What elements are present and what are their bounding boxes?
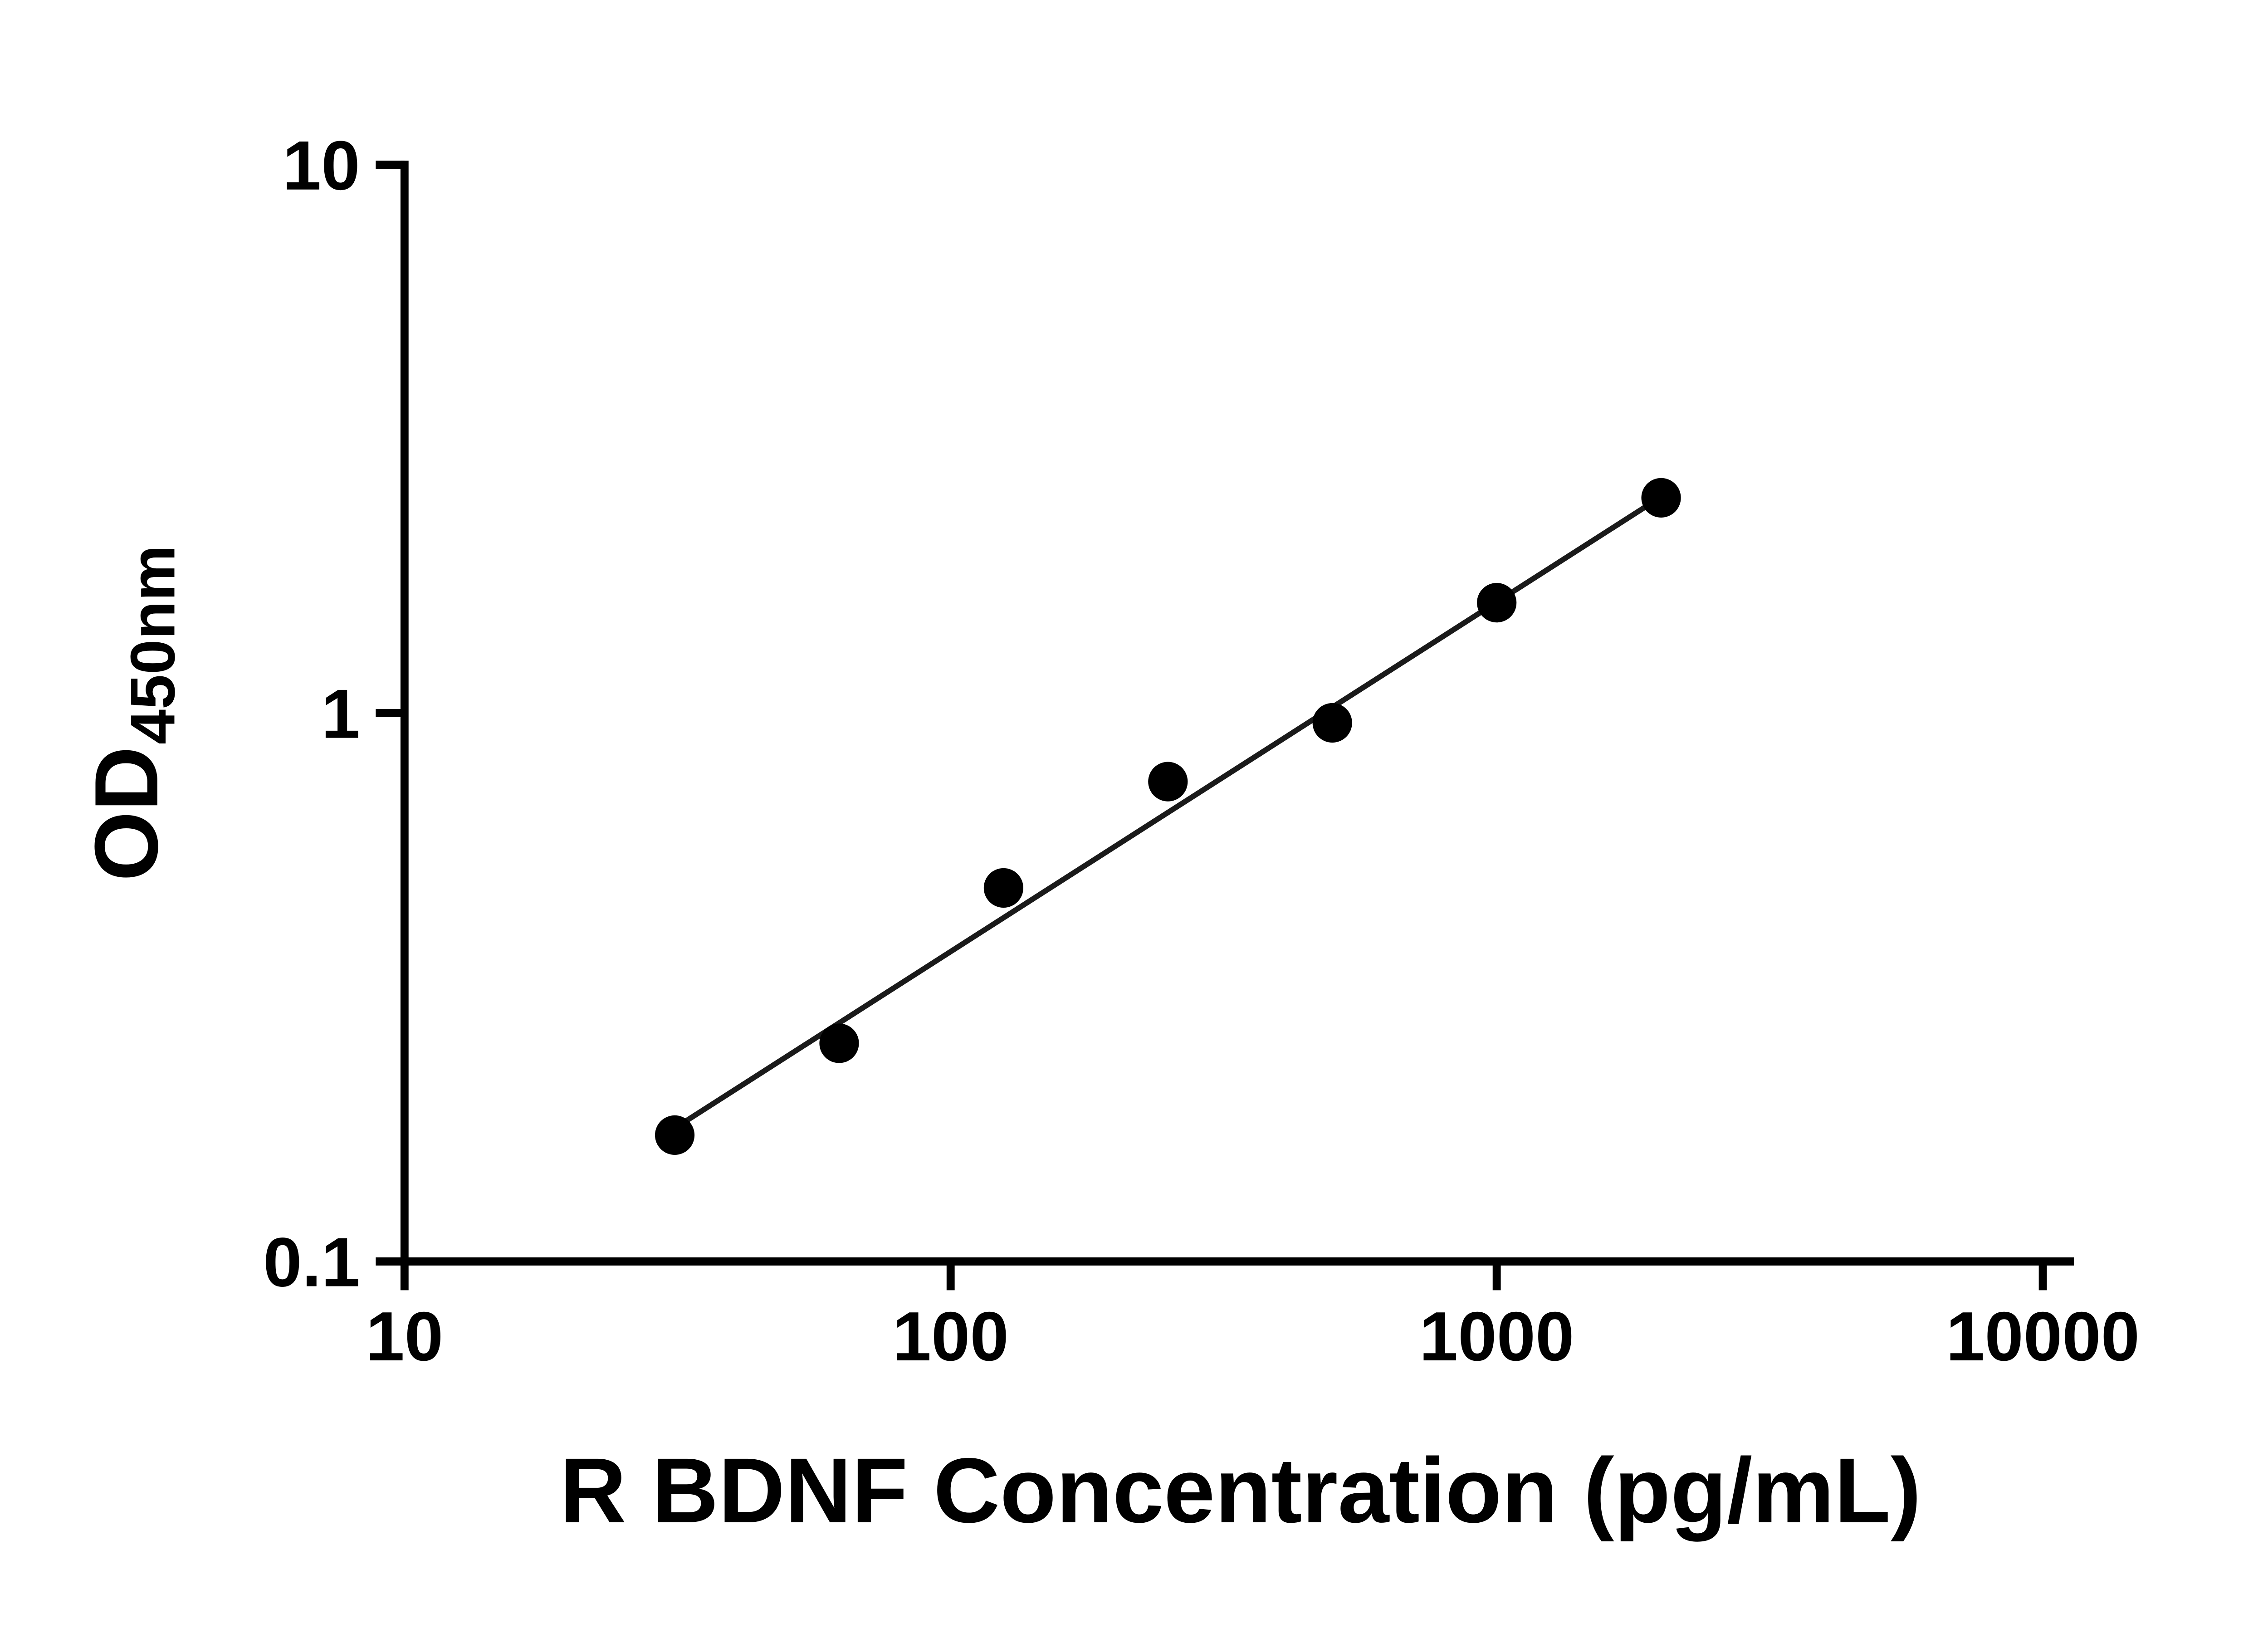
- data-point: [1477, 583, 1517, 623]
- y-tick-label: 0.1: [263, 1223, 360, 1301]
- data-point: [655, 1115, 695, 1155]
- x-axis-title: R BDNF Concentration (pg/mL): [560, 1439, 1921, 1542]
- y-axis-title: OD 450nm: [76, 545, 188, 881]
- x-tick-label: 1000: [1419, 1297, 1574, 1375]
- data-point: [819, 1023, 859, 1063]
- y-tick-label: 1: [321, 675, 360, 753]
- data-point: [1641, 478, 1681, 518]
- x-tick-label: 10000: [1946, 1297, 2140, 1375]
- plot-area: 10 100 1000 10000 0.1 1 10: [263, 127, 2140, 1375]
- y-axis-title-subscript: 450nm: [117, 545, 188, 745]
- y-tick-label: 10: [283, 127, 360, 205]
- y-axis-title-main: OD: [76, 746, 176, 881]
- data-point: [983, 868, 1023, 908]
- x-tick-label: 100: [893, 1297, 1009, 1375]
- data-point: [1148, 762, 1188, 802]
- x-tick-label: 10: [366, 1297, 443, 1375]
- data-point: [1312, 703, 1352, 743]
